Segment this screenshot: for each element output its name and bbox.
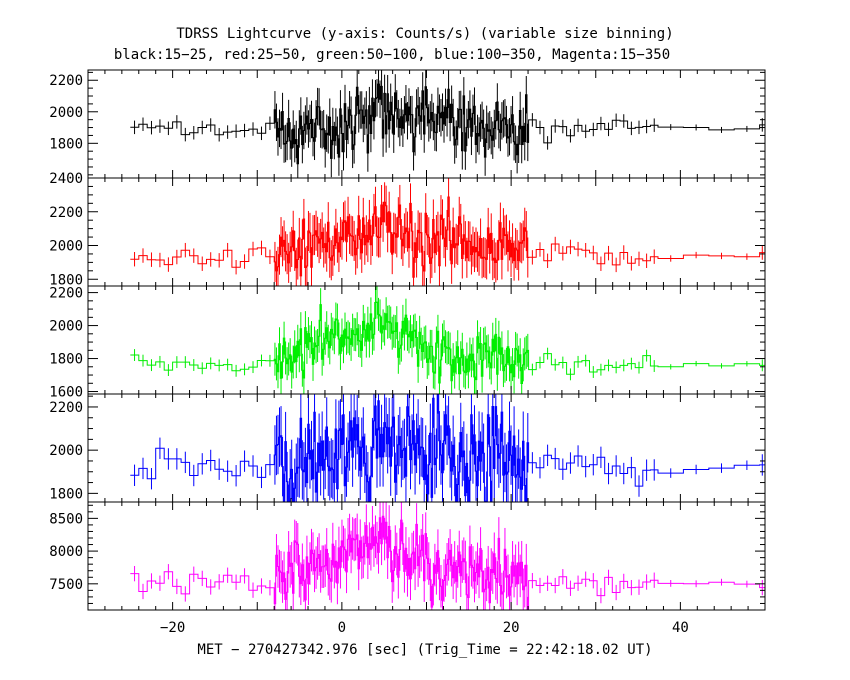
x-axis-label: MET − 270427342.976 [sec] (Trig_Time = 2… [197, 642, 652, 658]
x-tick-label: 20 [503, 620, 520, 636]
y-tick-label: 8500 [49, 511, 83, 527]
series-1 [130, 70, 765, 178]
panel-1: 1800 2000 2200 [49, 69, 766, 179]
panel-4: 1800 2000 2200 [49, 393, 766, 503]
y-tick-label: 1800 [49, 136, 83, 152]
panel-3: 1600 1800 2000 2200 [49, 285, 766, 401]
y-tick-label: 2400 [49, 171, 83, 187]
x-axis: −20 0 20 40 [160, 620, 689, 636]
series-4 [130, 394, 765, 502]
chart-title: TDRSS Lightcurve (y-axis: Counts/s) (var… [176, 26, 673, 42]
y-tick-label: 2200 [49, 286, 83, 302]
y-tick-label: 2000 [49, 443, 83, 459]
series-line-4 [130, 394, 765, 502]
series-5 [130, 502, 765, 610]
chart-subtitle: black:15−25, red:25−50, green:50−100, bl… [114, 47, 670, 63]
panel-5: 7500 8000 8500 [49, 501, 766, 611]
x-tick-label: −20 [160, 620, 185, 636]
series-line-5 [130, 515, 765, 610]
y-tick-label: 8000 [49, 544, 83, 560]
y-tick-label: 1600 [49, 385, 83, 401]
series-3 [130, 286, 765, 394]
x-tick-label: 40 [672, 620, 689, 636]
series-2 [130, 178, 765, 286]
y-tick-label: 2000 [49, 239, 83, 255]
series-line-2 [130, 196, 765, 278]
series-line-3 [130, 301, 765, 384]
y-tick-label: 7500 [49, 577, 83, 593]
panel-frame [87, 285, 766, 395]
y-tick-label: 2000 [49, 319, 83, 335]
panel-frame [87, 69, 766, 179]
y-tick-label: 2000 [49, 105, 83, 121]
y-tick-label: 2200 [49, 400, 83, 416]
y-tick-label: 2200 [49, 73, 83, 89]
y-tick-label: 1800 [49, 352, 83, 368]
panels-group: 1800200022001800200022002400160018002000… [49, 69, 766, 611]
panel-2: 1800 2000 2200 2400 [49, 171, 766, 288]
series-line-1 [130, 83, 765, 165]
y-tick-label: 1800 [49, 486, 83, 502]
y-tick-label: 1800 [49, 272, 83, 288]
y-tick-label: 2200 [49, 205, 83, 221]
x-tick-label: 0 [338, 620, 346, 636]
